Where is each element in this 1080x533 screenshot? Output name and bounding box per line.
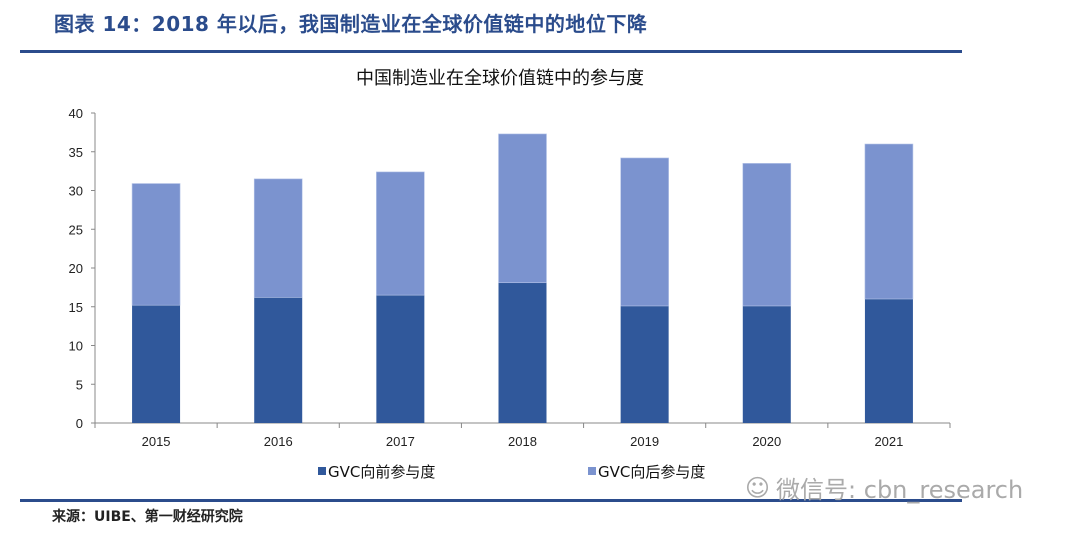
bar-forward-2017 [376, 295, 425, 423]
legend-swatch [588, 467, 596, 475]
bar-backward-2018 [498, 133, 547, 284]
bar-backward-2020 [742, 163, 792, 307]
bottom-divider [20, 499, 962, 502]
x-tick-label: 2015 [142, 434, 171, 449]
y-tick-label: 5 [76, 377, 83, 392]
bar-forward-2020 [742, 305, 791, 423]
x-tick-label: 2019 [630, 434, 659, 449]
bar-forward-2016 [254, 297, 303, 423]
watermark: ☺ 微信号: cbn_research [745, 470, 1023, 505]
wechat-icon: ☺ [745, 473, 771, 502]
legend-swatch [318, 467, 326, 475]
bar-forward-2021 [864, 299, 913, 423]
top-divider [20, 50, 962, 53]
legend-label: GVC向前参与度 [328, 463, 435, 481]
y-tick-label: 40 [69, 106, 83, 121]
chart-title: 中国制造业在全球价值链中的参与度 [356, 68, 644, 89]
y-tick-label: 0 [76, 416, 83, 431]
y-tick-label: 10 [69, 339, 83, 354]
bar-forward-2018 [498, 282, 547, 423]
x-tick-label: 2018 [508, 434, 537, 449]
bar-backward-2017 [376, 171, 425, 296]
y-tick-label: 25 [69, 222, 83, 237]
bar-backward-2019 [620, 157, 669, 307]
y-tick-label: 30 [69, 184, 83, 199]
legend-label: GVC向后参与度 [598, 463, 705, 481]
figure-title: 图表 14：2018 年以后，我国制造业在全球价值链中的地位下降 [54, 12, 648, 36]
bar-backward-2016 [253, 178, 303, 298]
bar-forward-2015 [132, 305, 181, 423]
y-tick-label: 20 [69, 261, 83, 276]
bar-forward-2019 [620, 305, 669, 423]
watermark-text: 微信号: cbn_research [776, 476, 1024, 504]
source-note: 来源：UIBE、第一财经研究院 [52, 509, 243, 525]
x-tick-label: 2017 [386, 434, 415, 449]
x-tick-label: 2020 [752, 434, 781, 449]
bar-backward-2021 [864, 143, 914, 300]
y-tick-label: 35 [69, 145, 83, 160]
bar-backward-2015 [131, 183, 181, 306]
y-tick-label: 15 [69, 300, 83, 315]
x-tick-label: 2016 [264, 434, 293, 449]
x-tick-label: 2021 [874, 434, 903, 449]
